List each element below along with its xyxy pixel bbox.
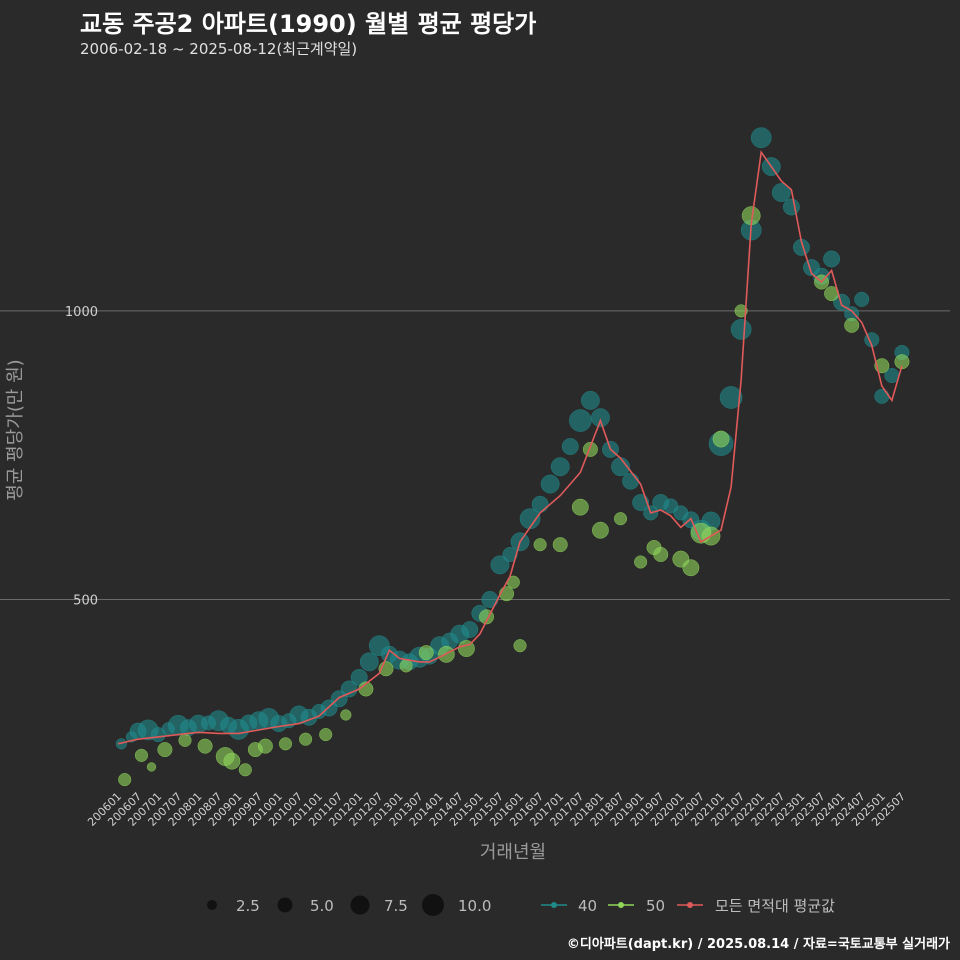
size-legend-label-4: 10.0 bbox=[458, 897, 491, 915]
point-series-50 bbox=[134, 748, 149, 762]
legend: 2.5 5.0 7.5 10.0 40 50 모든 면적대 평균값 bbox=[207, 894, 835, 916]
point-series-50 bbox=[613, 512, 628, 526]
x-axis-title: 거래년월 bbox=[480, 842, 546, 863]
point-series-40 bbox=[531, 495, 549, 513]
point-series-50 bbox=[299, 732, 313, 746]
point-series-50 bbox=[499, 586, 515, 602]
point-series-50 bbox=[257, 738, 273, 754]
point-series-50 bbox=[223, 752, 241, 770]
size-legend-key-3 bbox=[350, 895, 370, 915]
point-series-40 bbox=[750, 127, 772, 149]
point-series-50 bbox=[278, 737, 293, 751]
size-legend-label-1: 2.5 bbox=[236, 897, 260, 915]
chart-subtitle: 2006-02-18 ~ 2025-08-12(최근계약일) bbox=[80, 40, 358, 58]
point-series-40 bbox=[632, 494, 650, 511]
point-series-50 bbox=[634, 555, 648, 569]
point-series-50 bbox=[894, 354, 910, 370]
point-series-50 bbox=[653, 546, 669, 562]
size-legend-key-1 bbox=[207, 900, 217, 910]
point-series-40 bbox=[502, 546, 518, 562]
average-line-layer bbox=[117, 150, 903, 745]
point-series-50 bbox=[682, 559, 700, 577]
point-series-50 bbox=[238, 763, 252, 777]
point-series-40 bbox=[823, 250, 841, 268]
size-legend-label-3: 7.5 bbox=[384, 897, 408, 915]
point-series-40 bbox=[490, 555, 510, 575]
point-series-50 bbox=[197, 738, 213, 754]
point-series-40 bbox=[540, 474, 560, 494]
legend-dot-50 bbox=[618, 902, 624, 908]
point-series-40 bbox=[519, 508, 541, 530]
y-tick-label: 500 bbox=[73, 594, 98, 609]
point-series-50 bbox=[582, 441, 598, 457]
point-series-50 bbox=[340, 709, 352, 721]
chart-title: 교동 주공2 아파트(1990) 월별 평균 평당가 bbox=[80, 10, 537, 38]
point-series-50 bbox=[118, 773, 132, 787]
point-series-40 bbox=[561, 438, 579, 455]
point-series-40 bbox=[481, 591, 499, 608]
y-tick-label: 1000 bbox=[65, 305, 98, 320]
point-series-40 bbox=[719, 386, 743, 409]
point-series-50 bbox=[418, 645, 434, 661]
point-series-40 bbox=[550, 457, 570, 477]
legend-dot-avg bbox=[687, 902, 693, 908]
size-legend: 2.5 5.0 7.5 10.0 bbox=[207, 894, 491, 916]
point-series-50 bbox=[399, 659, 413, 673]
legend-label-50: 50 bbox=[646, 897, 665, 915]
point-series-50 bbox=[591, 521, 609, 539]
point-series-40 bbox=[622, 472, 640, 490]
grid-layer: 500 1000 bbox=[0, 305, 950, 609]
x-tick-layer: 2006012006072007012007072008012008072009… bbox=[85, 790, 908, 829]
size-legend-label-2: 5.0 bbox=[310, 897, 334, 915]
point-series-50 bbox=[513, 639, 527, 653]
legend-dot-40 bbox=[551, 902, 557, 908]
point-series-40 bbox=[580, 390, 600, 410]
point-series-40 bbox=[854, 291, 870, 307]
size-legend-key-2 bbox=[277, 897, 293, 913]
legend-label-40: 40 bbox=[578, 897, 597, 915]
legend-label-avg: 모든 면적대 평균값 bbox=[715, 897, 835, 915]
size-legend-key-4 bbox=[422, 894, 444, 916]
point-series-40 bbox=[359, 652, 379, 672]
point-series-50 bbox=[146, 762, 157, 772]
points-layer bbox=[115, 127, 910, 787]
point-series-40 bbox=[569, 409, 592, 432]
point-series-50 bbox=[552, 537, 568, 553]
point-series-40 bbox=[591, 408, 610, 428]
point-series-50 bbox=[157, 742, 173, 758]
y-axis-title: 평균 평당가(만 원) bbox=[5, 359, 26, 500]
point-series-40 bbox=[771, 183, 791, 202]
point-series-50 bbox=[533, 538, 547, 552]
point-series-50 bbox=[319, 728, 333, 742]
point-series-50 bbox=[844, 317, 860, 333]
series-legend: 40 50 모든 면적대 평균값 bbox=[541, 897, 835, 915]
point-series-50 bbox=[712, 430, 730, 448]
point-series-40 bbox=[874, 388, 890, 404]
point-series-40 bbox=[461, 621, 479, 638]
point-series-50 bbox=[734, 304, 748, 318]
point-series-40 bbox=[782, 198, 800, 216]
point-series-50 bbox=[178, 733, 192, 747]
point-series-50 bbox=[571, 498, 589, 516]
average-line bbox=[117, 150, 903, 745]
chart-caption: ©디아파트(dapt.kr) / 2025.08.14 / 자료=국토교통부 실… bbox=[566, 937, 950, 952]
point-series-40 bbox=[730, 319, 752, 340]
